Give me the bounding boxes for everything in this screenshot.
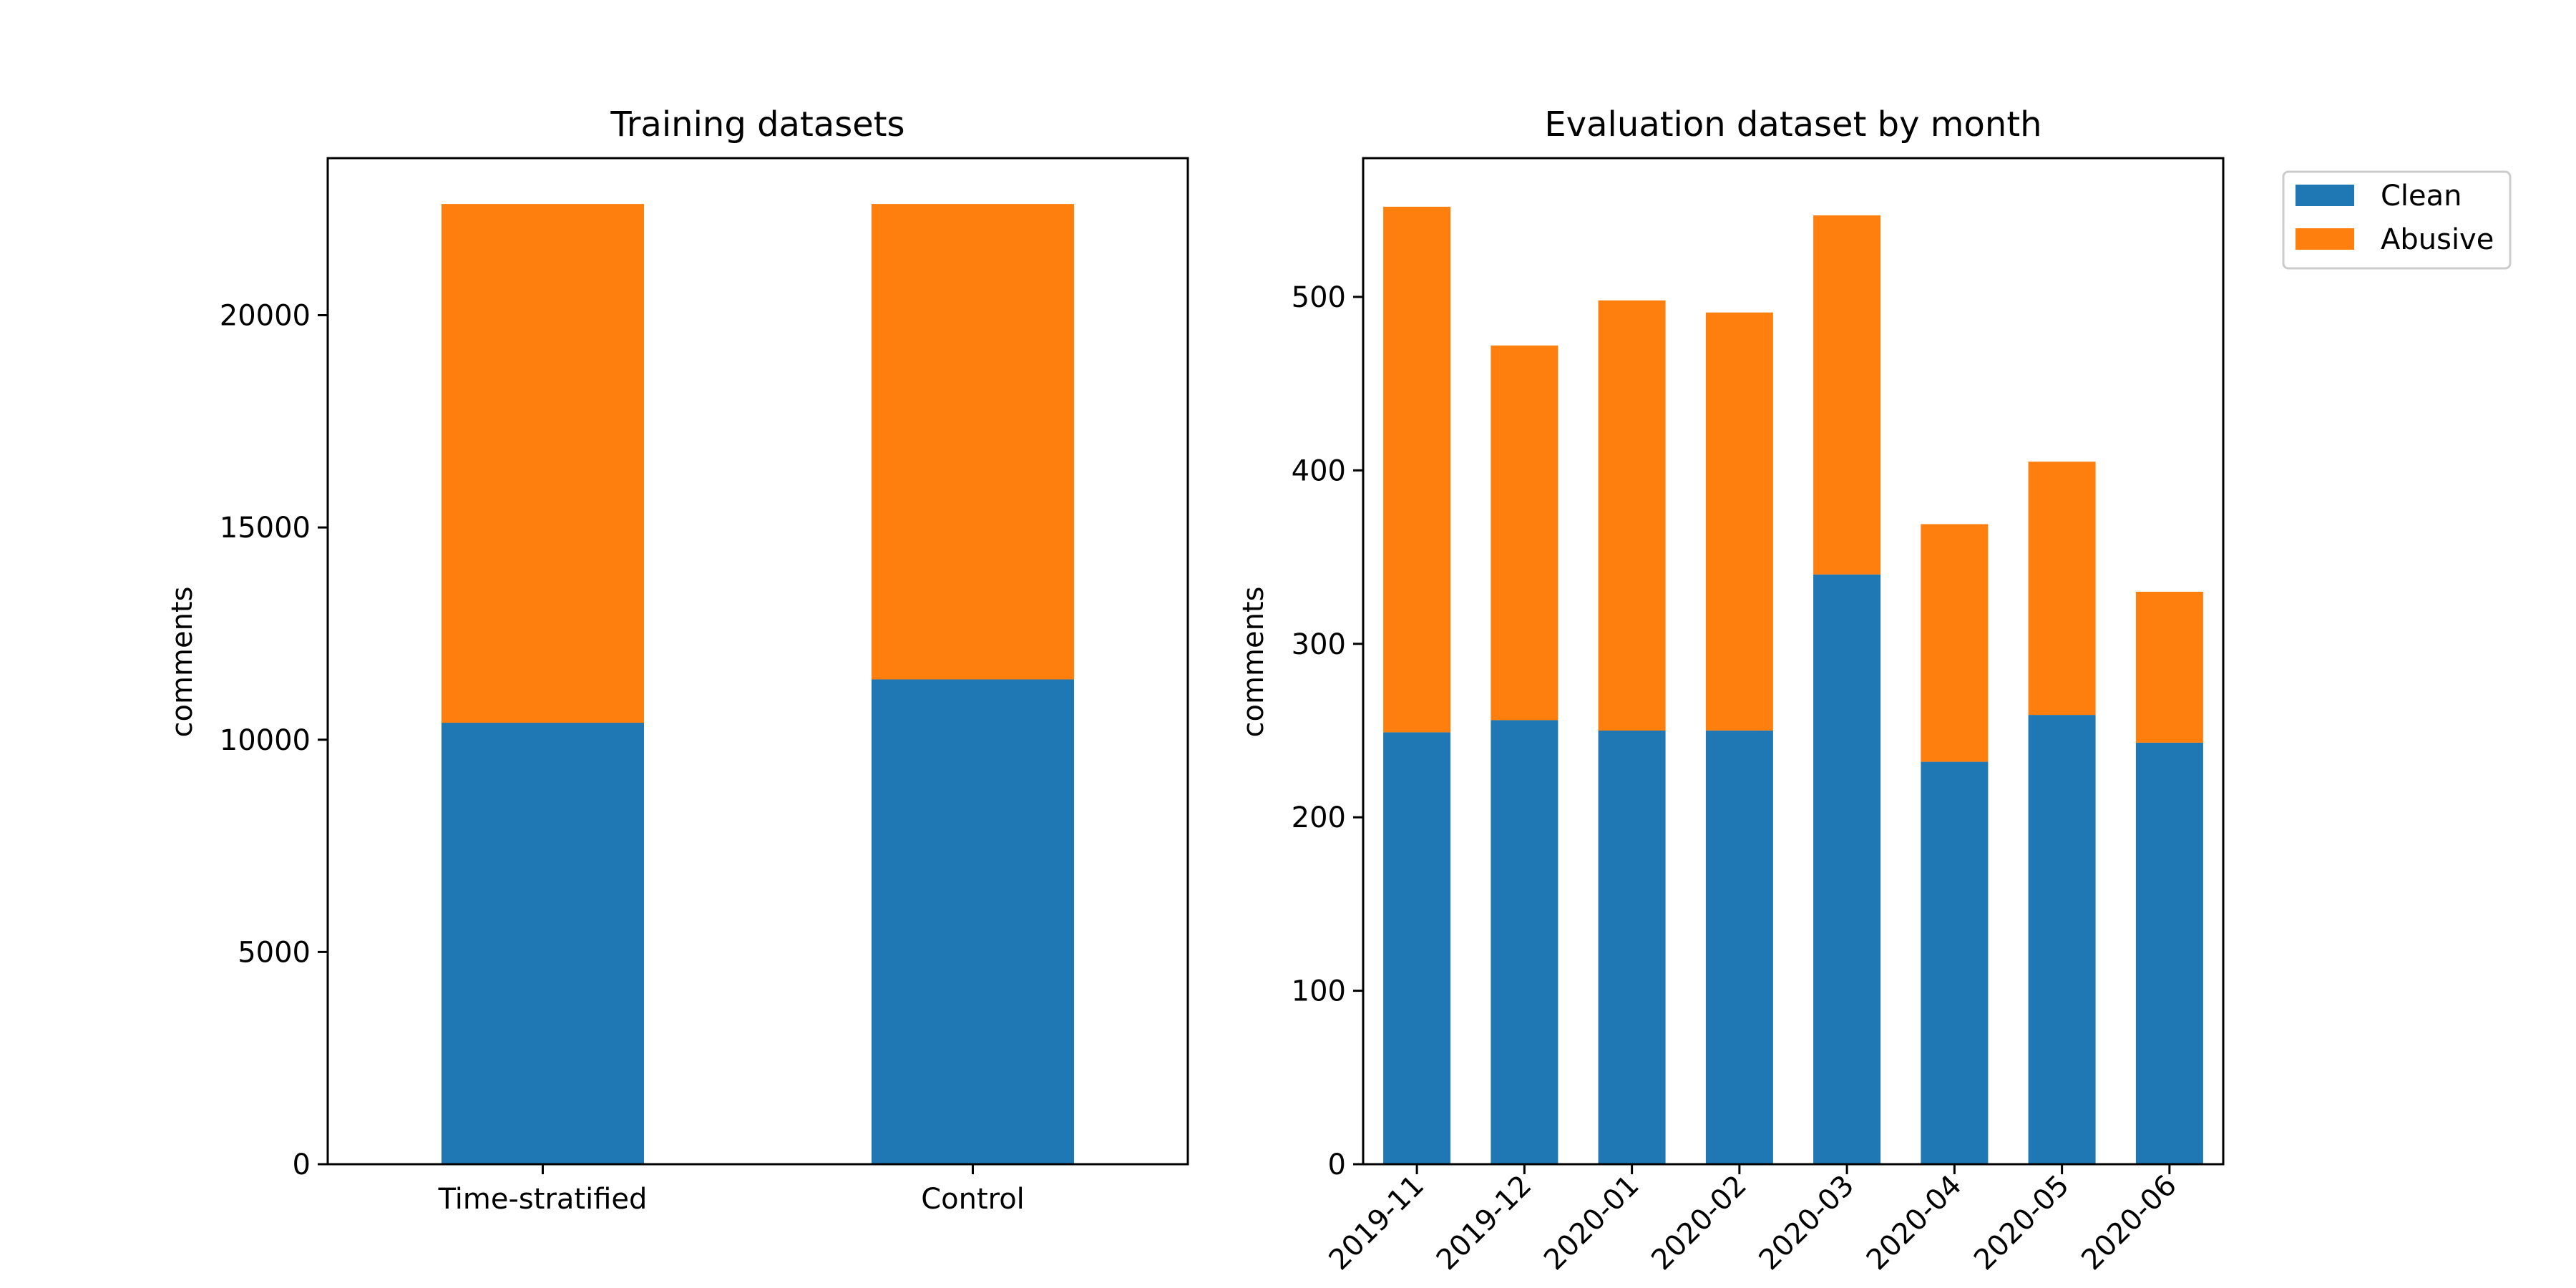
bar-abusive-2020-05 — [2028, 462, 2096, 716]
y-ticks: 0 100 200 300 400 500 — [1292, 281, 1363, 1181]
y-tick-label: 10000 — [220, 724, 311, 757]
y-tick-label: 300 — [1292, 628, 1346, 661]
y-tick-label: 0 — [1328, 1148, 1346, 1181]
chart-title: Evaluation dataset by month — [1544, 104, 2041, 145]
bars — [1383, 206, 2203, 1164]
plot-frame — [326, 157, 1189, 1166]
legend: Clean Abusive — [2282, 170, 2512, 270]
y-tick-label: 100 — [1292, 975, 1346, 1008]
bar-clean-2019-12 — [1491, 720, 1558, 1164]
bar-abusive-2019-11 — [1383, 206, 1451, 733]
x-tick-label: Control — [921, 1183, 1025, 1216]
bar-abusive-2020-03 — [1813, 215, 1881, 575]
bar-abusive-time-stratified — [441, 204, 644, 723]
bar-clean-2019-11 — [1383, 732, 1451, 1164]
bars — [441, 204, 1074, 1164]
bar-abusive-2019-12 — [1491, 345, 1558, 721]
y-tick-label: 500 — [1292, 281, 1346, 314]
y-tick-label: 15000 — [220, 512, 311, 545]
y-axis-label: comments — [166, 587, 199, 738]
training-datasets-chart: Training datasets comments 0 5000 10000 150… — [166, 104, 1189, 1216]
x-tick-label: Time-stratified — [438, 1183, 648, 1216]
bar-clean-2020-06 — [2135, 742, 2203, 1164]
bar-clean-time-stratified — [441, 723, 644, 1164]
bar-abusive-2020-06 — [2135, 592, 2203, 743]
chart-title: Training datasets — [610, 104, 904, 145]
y-tick-label: 5000 — [238, 936, 311, 969]
bar-clean-2020-04 — [1921, 761, 1989, 1164]
legend-swatch-clean — [2296, 185, 2354, 206]
legend-swatch-abusive — [2296, 228, 2354, 250]
y-tick-label: 400 — [1292, 454, 1346, 487]
y-tick-label: 0 — [293, 1148, 311, 1181]
legend-label-clean: Clean — [2381, 180, 2462, 213]
bar-clean-2020-03 — [1813, 574, 1881, 1164]
bar-clean-control — [872, 679, 1074, 1164]
bar-abusive-control — [872, 204, 1074, 680]
bar-abusive-2020-01 — [1598, 300, 1666, 731]
plot-frame — [1362, 157, 2225, 1166]
legend-label-abusive: Abusive — [2381, 223, 2494, 256]
bar-abusive-2020-04 — [1921, 524, 1989, 762]
y-tick-label: 20000 — [220, 300, 311, 333]
bar-clean-2020-02 — [1705, 731, 1773, 1164]
bar-clean-2020-01 — [1598, 731, 1666, 1164]
y-axis-label: comments — [1237, 587, 1270, 738]
y-ticks: 0 5000 10000 15000 20000 — [220, 300, 328, 1181]
y-tick-label: 200 — [1292, 801, 1346, 834]
bar-abusive-2020-02 — [1705, 312, 1773, 731]
bar-clean-2020-05 — [2028, 715, 2096, 1164]
x-ticks: Time-stratified Control — [438, 1164, 1025, 1216]
